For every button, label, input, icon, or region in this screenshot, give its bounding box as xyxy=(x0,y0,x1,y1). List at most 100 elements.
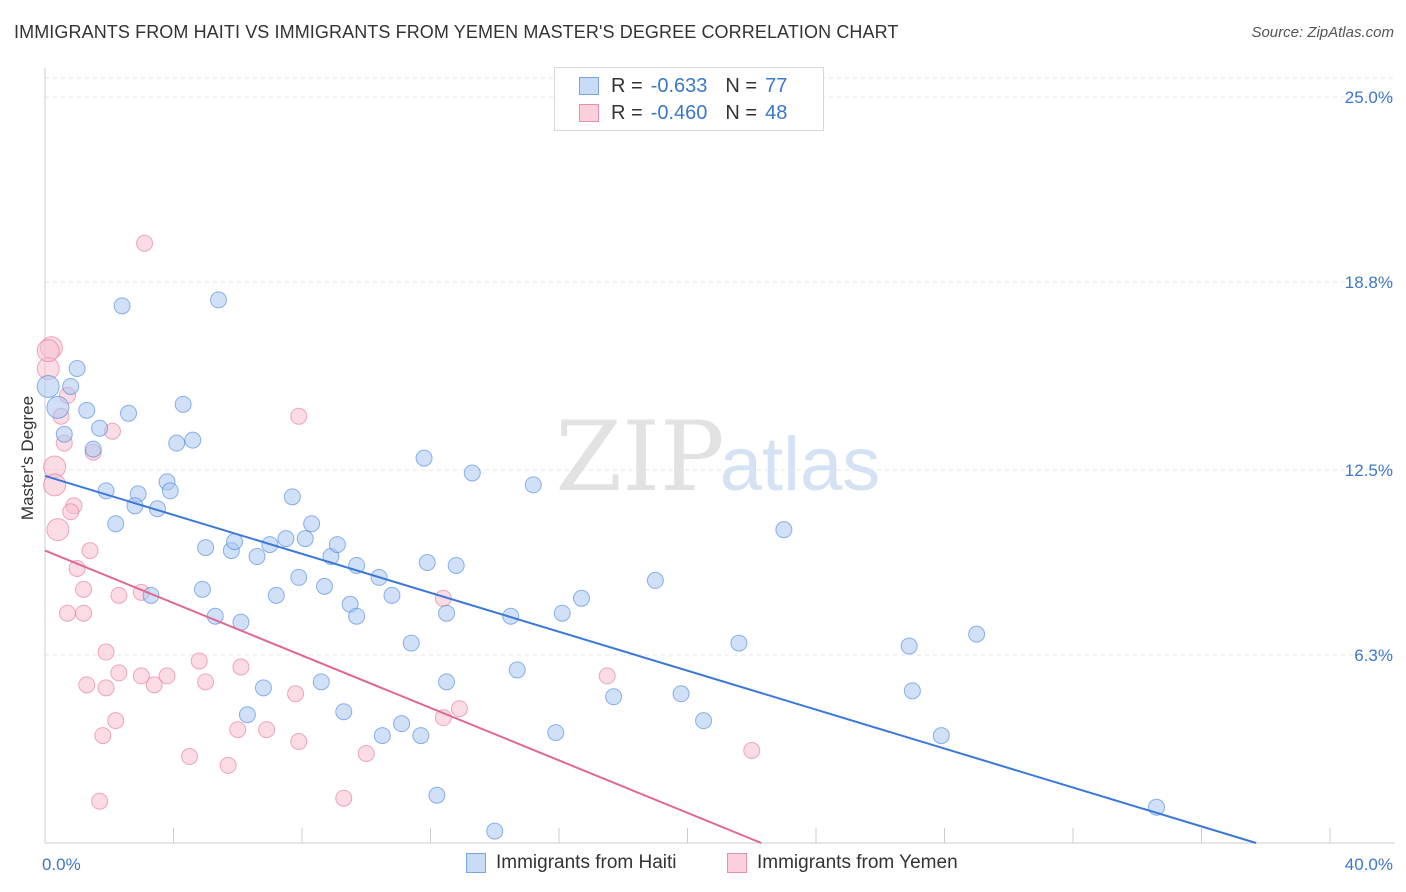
yemen-point xyxy=(598,667,616,685)
haiti-point xyxy=(174,395,192,413)
haiti-point xyxy=(932,727,950,745)
legend-swatch-haiti xyxy=(579,77,599,95)
haiti-point xyxy=(283,488,301,506)
legend-n-label: N = xyxy=(725,101,758,124)
haiti-point xyxy=(113,297,131,315)
haiti-point xyxy=(148,500,166,518)
haiti-point xyxy=(672,685,690,703)
haiti-point xyxy=(447,556,465,574)
haiti-point xyxy=(438,673,456,691)
haiti-point xyxy=(68,360,86,378)
yemen-point xyxy=(219,756,237,774)
y-tick-label: 25.0% xyxy=(1345,88,1393,107)
yemen-point xyxy=(110,664,128,682)
haiti-point xyxy=(415,449,433,467)
haiti-point xyxy=(348,607,366,625)
haiti-point xyxy=(303,515,321,533)
trend-line-haiti xyxy=(44,475,1257,844)
haiti-point xyxy=(393,715,411,733)
legend-swatch-yemen xyxy=(579,104,599,122)
y-tick-label: 18.8% xyxy=(1345,273,1393,292)
haiti-point xyxy=(463,464,481,482)
legend-r-value: -0.460 xyxy=(650,101,708,124)
haiti-point xyxy=(62,377,80,395)
haiti-point xyxy=(508,661,526,679)
yemen-point xyxy=(145,676,163,694)
yemen-point xyxy=(132,667,150,685)
yemen-point xyxy=(158,667,176,685)
watermark: ZIP atlas xyxy=(555,401,880,513)
yemen-point xyxy=(258,721,276,739)
series-legend: Immigrants from Haiti Immigrants from Ye… xyxy=(0,852,1406,876)
haiti-point xyxy=(428,786,446,804)
yemen-point xyxy=(75,580,93,598)
haiti-point xyxy=(84,440,102,458)
haiti-point xyxy=(572,589,590,607)
legend-label-yemen: Immigrants from Yemen xyxy=(757,852,958,873)
legend-n-label: N = xyxy=(725,74,758,97)
haiti-point xyxy=(968,625,986,643)
haiti-point xyxy=(296,530,314,548)
haiti-point xyxy=(547,724,565,742)
yemen-point xyxy=(287,685,305,703)
legend-swatch-haiti xyxy=(466,853,486,873)
legend-item-yemen[interactable]: Immigrants from Yemen xyxy=(727,852,958,874)
yemen-point xyxy=(97,679,115,697)
haiti-point xyxy=(328,536,346,554)
haiti-point xyxy=(209,291,227,309)
y-tick-label: 12.5% xyxy=(1345,461,1393,480)
yemen-point xyxy=(91,792,109,810)
yemen-point xyxy=(97,643,115,661)
yemen-point xyxy=(335,789,353,807)
haiti-point xyxy=(238,706,256,724)
legend-swatch-yemen xyxy=(727,853,747,873)
haiti-point xyxy=(184,431,202,449)
haiti-point xyxy=(900,637,918,655)
haiti-point xyxy=(55,425,73,443)
yemen-point xyxy=(450,700,468,718)
haiti-point xyxy=(290,568,308,586)
yemen-point xyxy=(181,747,199,765)
haiti-point xyxy=(197,539,215,557)
haiti-point xyxy=(277,530,295,548)
yemen-point xyxy=(290,733,308,751)
haiti-point xyxy=(412,727,430,745)
haiti-point xyxy=(254,679,272,697)
correlation-legend: R = -0.633 N = 77 R = -0.460 N = 48 xyxy=(554,67,824,131)
legend-row-haiti: R = -0.633 N = 77 xyxy=(579,74,787,98)
haiti-point xyxy=(486,822,504,840)
yemen-point xyxy=(81,542,99,560)
haiti-point xyxy=(730,634,748,652)
yemen-point xyxy=(75,604,93,622)
haiti-point xyxy=(267,586,285,604)
haiti-point xyxy=(418,554,436,572)
axes xyxy=(44,68,1395,844)
legend-r-label: R = xyxy=(611,74,643,97)
legend-item-haiti[interactable]: Immigrants from Haiti xyxy=(466,852,677,874)
yemen-point xyxy=(197,673,215,691)
haiti-point xyxy=(315,577,333,595)
watermark-atlas: atlas xyxy=(720,422,881,507)
y-axis-label: Master's Degree xyxy=(18,395,37,521)
yemen-point xyxy=(357,744,375,762)
tick-labels: 6.3% 12.5% 18.8% 25.0% 0.0% 40.0% xyxy=(42,88,1393,874)
yemen-point xyxy=(229,721,247,739)
haiti-point xyxy=(248,548,266,566)
haiti-point xyxy=(646,571,664,589)
yemen-point xyxy=(190,652,208,670)
watermark-zip: ZIP xyxy=(555,401,724,513)
haiti-point xyxy=(553,604,571,622)
haiti-point xyxy=(383,586,401,604)
legend-r-value: -0.633 xyxy=(650,74,708,97)
haiti-point xyxy=(605,688,623,706)
trend-lines xyxy=(44,475,1257,844)
yemen-point xyxy=(110,586,128,604)
legend-n-value: 48 xyxy=(765,101,788,124)
yemen-point xyxy=(290,407,308,425)
haiti-point xyxy=(775,521,793,539)
y-tick-label: 6.3% xyxy=(1354,646,1393,665)
yemen-point xyxy=(136,234,154,252)
haiti-point xyxy=(36,374,60,398)
yemen-point xyxy=(36,339,60,363)
grid-lines xyxy=(45,77,1395,656)
